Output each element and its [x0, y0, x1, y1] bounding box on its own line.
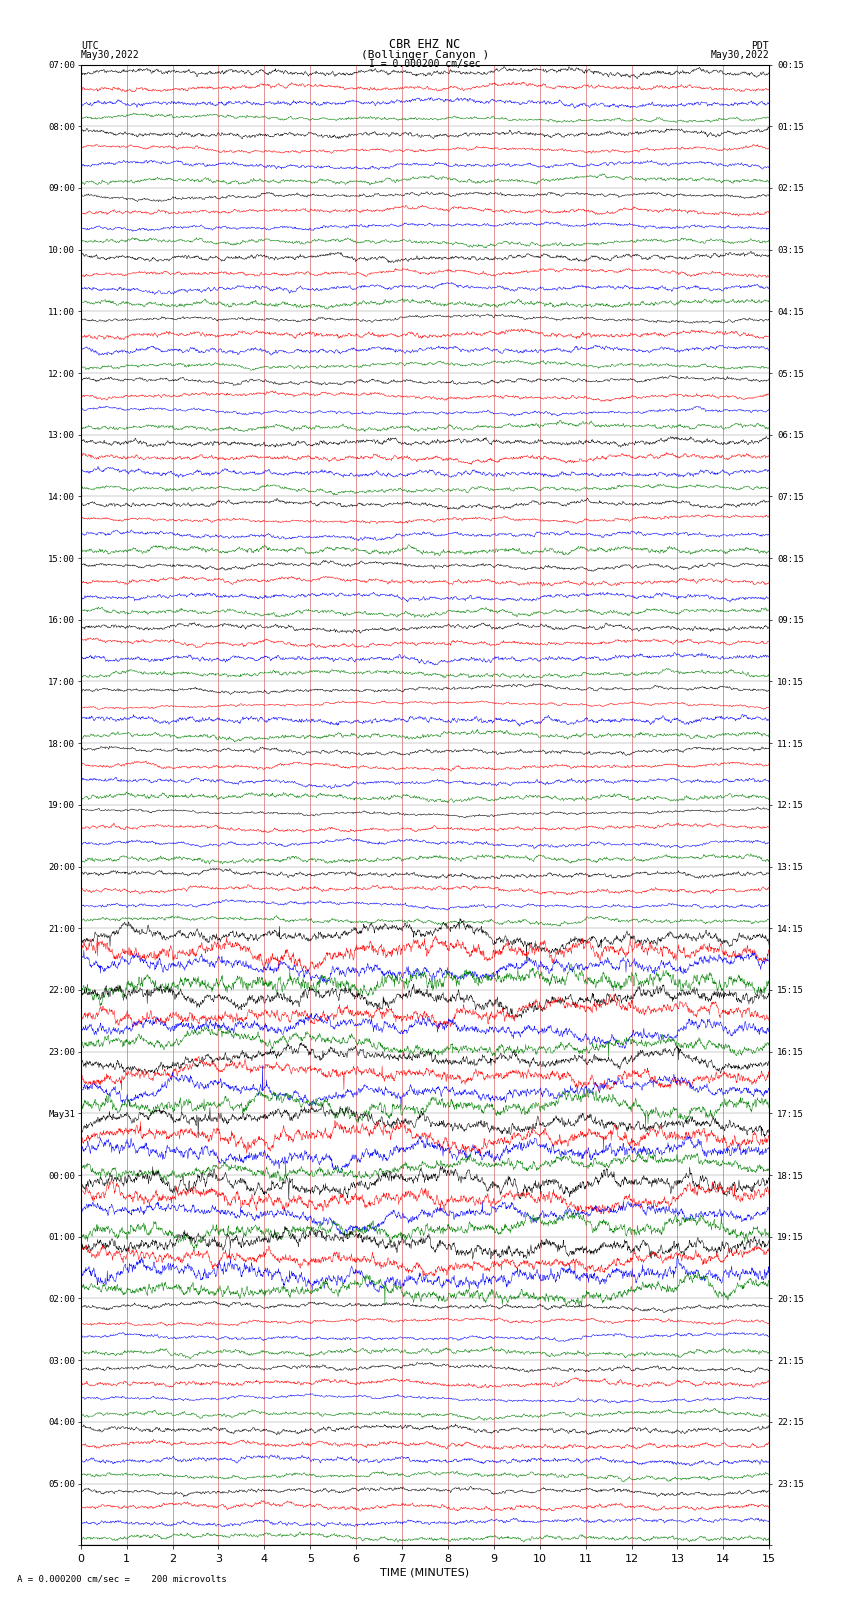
- Text: A = 0.000200 cm/sec =    200 microvolts: A = 0.000200 cm/sec = 200 microvolts: [17, 1574, 227, 1584]
- Text: I = 0.000200 cm/sec: I = 0.000200 cm/sec: [369, 58, 481, 69]
- X-axis label: TIME (MINUTES): TIME (MINUTES): [381, 1568, 469, 1578]
- Text: May30,2022: May30,2022: [711, 50, 769, 60]
- Text: CBR EHZ NC: CBR EHZ NC: [389, 37, 461, 50]
- Text: UTC: UTC: [81, 40, 99, 50]
- Text: PDT: PDT: [751, 40, 769, 50]
- Text: May30,2022: May30,2022: [81, 50, 139, 60]
- Text: (Bollinger Canyon ): (Bollinger Canyon ): [361, 50, 489, 60]
